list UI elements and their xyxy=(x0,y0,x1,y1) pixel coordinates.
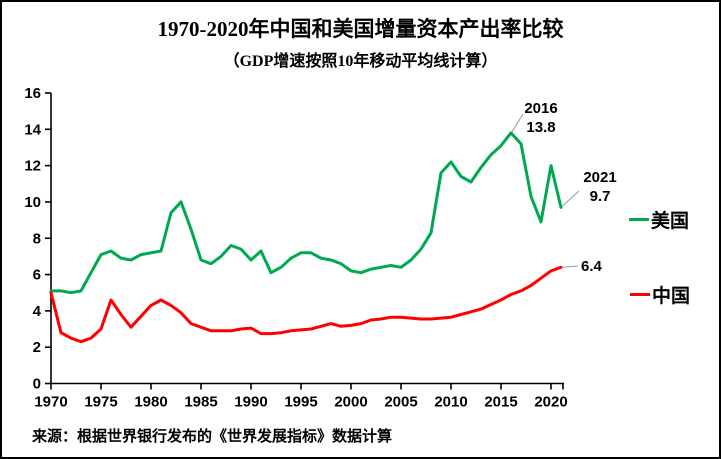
leader-usa-peak xyxy=(511,113,524,133)
y-tick-label: 14 xyxy=(24,121,41,138)
leader-usa-end xyxy=(561,190,580,207)
chart-subtitle: （GDP增速按照10年移动平均线计算） xyxy=(223,53,498,70)
y-tick-label: 16 xyxy=(24,85,41,102)
annotation-usa-end-year: 2021 xyxy=(583,169,617,186)
annotation-china-end: 6.4 xyxy=(581,257,621,276)
x-tick-label: 1975 xyxy=(84,394,117,411)
china-line-swatch xyxy=(630,292,650,296)
x-tick-label: 1990 xyxy=(234,394,267,411)
annotation-usa-end-value: 9.7 xyxy=(589,188,611,205)
y-tick-label: 6 xyxy=(33,267,41,284)
y-tick-label: 0 xyxy=(33,376,41,393)
annotation-usa-end: 2021 9.7 xyxy=(568,168,632,206)
chart-title: 1970-2020年中国和美国增量资本产出率比较 xyxy=(157,17,564,41)
series-line-usa xyxy=(49,131,563,295)
legend-item-china: 中国 xyxy=(630,282,691,307)
annotation-usa-peak-year: 2016 xyxy=(524,100,558,117)
legend-item-usa: 美国 xyxy=(629,207,690,232)
y-tick-label: 10 xyxy=(24,194,41,211)
x-tick-label: 2010 xyxy=(434,394,467,411)
y-tick-label: 8 xyxy=(33,230,41,247)
annotation-usa-peak-value: 13.8 xyxy=(526,119,556,136)
annotation-usa-peak: 2016 13.8 xyxy=(509,99,573,137)
x-tick-label: 1985 xyxy=(184,394,217,411)
y-tick-label: 4 xyxy=(33,303,42,320)
x-tick-label: 2005 xyxy=(384,394,417,411)
x-tick-label: 2000 xyxy=(334,394,367,411)
x-tick-label: 1995 xyxy=(284,394,317,411)
x-tick-label: 1980 xyxy=(134,394,167,411)
annotation-china-end-value: 6.4 xyxy=(581,258,602,275)
series-line-china xyxy=(49,265,563,344)
leader-china-end xyxy=(561,265,579,268)
x-tick-label: 1970 xyxy=(34,394,67,411)
y-tick-label: 2 xyxy=(33,339,41,356)
y-tick-label: 12 xyxy=(24,158,41,175)
x-tick-label: 2015 xyxy=(484,394,517,411)
source-note: 来源：根据世界银行发布的《世界发展指标》数据计算 xyxy=(32,428,393,445)
legend-label-china: 中国 xyxy=(652,285,691,307)
x-tick-label: 2020 xyxy=(534,394,567,411)
usa-line-swatch xyxy=(629,217,649,221)
legend-label-usa: 美国 xyxy=(651,210,690,232)
